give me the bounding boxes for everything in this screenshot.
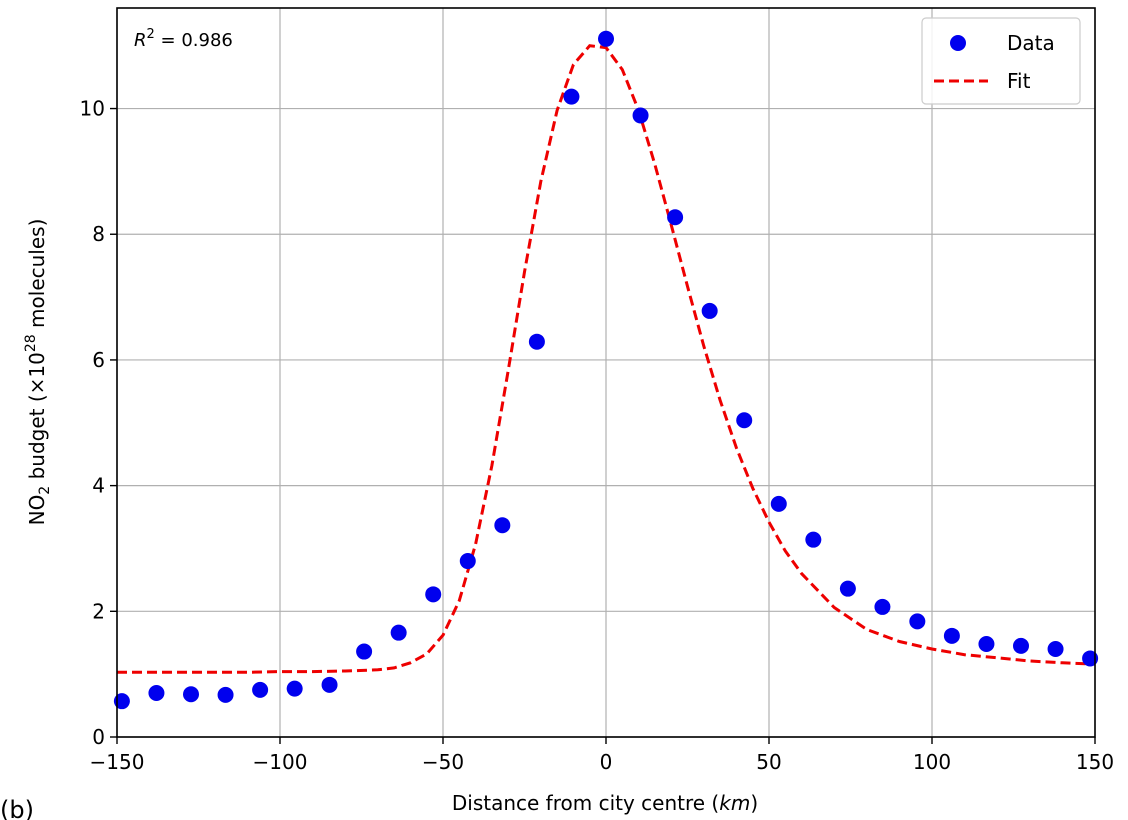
x-tick-label: −100: [253, 750, 308, 774]
data-point: [321, 676, 338, 693]
y-tick-label: 6: [92, 348, 105, 372]
data-point: [874, 598, 891, 615]
data-point: [286, 680, 303, 697]
data-point: [148, 685, 165, 702]
legend-box: [921, 17, 1081, 105]
data-point: [805, 531, 822, 548]
y-axis-ticks: 0 2 4 6 8 10: [80, 97, 117, 749]
legend-data-marker: [950, 35, 966, 51]
y-tick-label: 8: [92, 222, 105, 246]
data-point: [356, 643, 373, 660]
data-point: [1082, 650, 1099, 667]
data-point: [943, 627, 960, 644]
data-point: [113, 693, 130, 710]
panel-label: (b): [0, 796, 34, 820]
y-tick-label: 2: [92, 599, 105, 623]
x-tick-label: 0: [600, 750, 613, 774]
legend-fit-label: Fit: [1007, 69, 1031, 93]
fit-series: [117, 44, 1096, 674]
data-point: [1047, 641, 1064, 658]
data-point: [528, 333, 545, 350]
x-axis-label: Distance from city centre (km): [452, 791, 758, 815]
data-point: [563, 88, 580, 105]
y-tick-label: 0: [92, 725, 105, 749]
data-point: [217, 686, 234, 703]
x-tick-label: 150: [1076, 750, 1114, 774]
legend-data-label: Data: [1007, 31, 1055, 55]
data-point: [390, 624, 407, 641]
legend: Data Fit: [921, 17, 1081, 105]
data-point: [770, 495, 787, 512]
fit-line: [117, 44, 1096, 674]
x-tick-label: −50: [422, 750, 464, 774]
data-point: [598, 30, 614, 47]
r-squared-annotation: R2 = 0.986: [134, 27, 233, 51]
data-point: [839, 580, 856, 597]
grid: [116, 8, 1096, 738]
data-point: [667, 209, 684, 226]
y-tick-label: 10: [80, 97, 105, 121]
x-tick-label: 50: [756, 750, 781, 774]
data-point: [736, 412, 753, 429]
data-series: [113, 30, 1099, 710]
data-point: [459, 553, 476, 570]
data-point: [701, 302, 718, 319]
data-point: [183, 686, 200, 703]
x-axis-ticks: −150 −100 −50 0 50 100 150: [90, 737, 1114, 774]
data-point: [494, 517, 511, 534]
data-point: [978, 635, 995, 652]
data-point: [909, 613, 926, 630]
data-point: [252, 681, 269, 698]
x-tick-label: 100: [913, 750, 951, 774]
data-point: [425, 586, 442, 603]
data-point: [632, 107, 649, 124]
x-tick-label: −150: [90, 750, 145, 774]
y-tick-label: 4: [92, 474, 105, 498]
data-point: [1012, 637, 1029, 654]
y-axis-label: NO2 budget (×1028 molecules): [23, 219, 53, 526]
